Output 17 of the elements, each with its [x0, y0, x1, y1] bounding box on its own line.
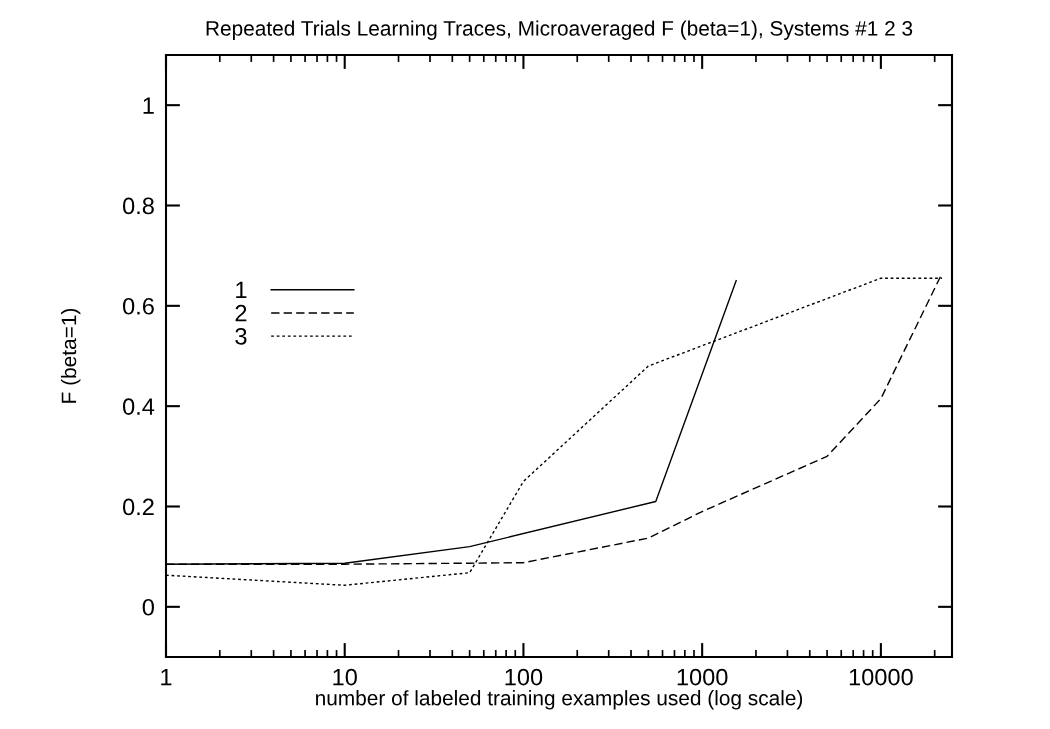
legend-label: 3	[235, 327, 247, 345]
x-tick-label: 1000	[677, 668, 728, 686]
y-tick-label: 0.4	[122, 398, 155, 415]
x-tick-label: 10000	[849, 668, 913, 686]
legend-label: 1	[236, 281, 247, 299]
y-tick-label: 0	[142, 598, 154, 616]
x-tick-label: 100	[505, 668, 543, 686]
y-tick-label: 0.8	[122, 197, 154, 215]
y-axis-title: F (beta=1)	[60, 308, 81, 403]
x-tick-label: 10	[333, 668, 357, 686]
y-tick-label: 0.2	[122, 498, 154, 516]
legend-label: 2	[235, 304, 247, 322]
y-tick-label: 0.6	[122, 297, 154, 315]
x-axis-title: number of labeled training examples used (log scale)	[316, 690, 803, 710]
y-tick-label: 1	[143, 97, 154, 114]
x-tick-label: 1	[161, 668, 172, 686]
chart-title: Repeated Trials Learning Traces, Microaveraged F (beta=1), Systems #1 2 3	[206, 20, 913, 40]
